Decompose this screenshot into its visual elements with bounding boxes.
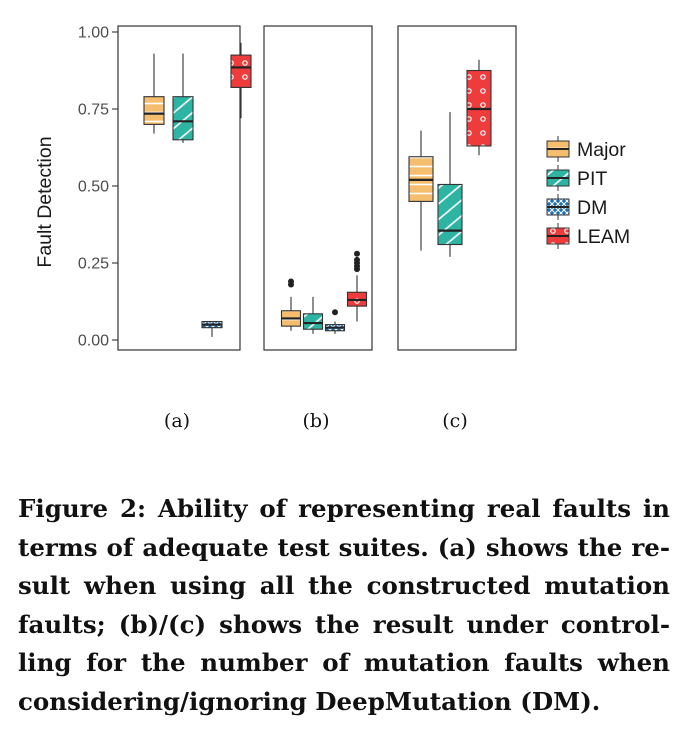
panels xyxy=(117,25,517,351)
box-outline xyxy=(230,54,252,88)
box-pattern xyxy=(173,96,193,140)
box-outline xyxy=(437,183,463,246)
legend-item-major: Major xyxy=(546,136,626,162)
y-tick-label: 0.50 xyxy=(78,179,109,196)
outlier-point xyxy=(354,256,360,263)
outlier-point xyxy=(332,309,338,316)
legend: Major PIT DM LEAM xyxy=(546,136,630,249)
panel-frame xyxy=(117,25,241,351)
y-tick-label: 1.00 xyxy=(78,25,109,42)
y-axis-label: Fault Detection xyxy=(34,136,56,267)
box-outline xyxy=(302,313,324,330)
box-pit xyxy=(172,53,194,143)
boxplot-figure: 0.00 0.25 0.50 0.75 1.00 Fault Detection Majo… xyxy=(34,25,630,433)
box-pit xyxy=(302,296,324,334)
box-major xyxy=(143,53,165,134)
y-tick-label: 0.25 xyxy=(78,256,109,273)
box-major xyxy=(280,278,302,331)
box-pattern xyxy=(144,96,164,125)
box-leam xyxy=(346,250,368,322)
box-outline xyxy=(143,96,165,125)
legend-item-pit: PIT xyxy=(546,165,607,191)
box-dm xyxy=(324,309,346,334)
panel--c- xyxy=(397,25,517,351)
panel-label: (b) xyxy=(303,410,330,432)
box-pattern xyxy=(303,313,323,330)
panel--a- xyxy=(117,25,252,351)
box-leam xyxy=(230,42,252,119)
panel-label: (c) xyxy=(442,410,467,432)
y-tick-label: 0.00 xyxy=(78,333,109,350)
box-major xyxy=(408,130,434,251)
legend-label: Major xyxy=(577,139,626,161)
legend-label: LEAM xyxy=(577,226,630,248)
figure-caption: Figure 2: Ability of representing real f… xyxy=(18,494,670,716)
box-outline xyxy=(172,96,194,141)
panel-label: (a) xyxy=(164,410,190,432)
outlier-point xyxy=(354,250,360,257)
legend-item-dm: DM xyxy=(546,194,607,220)
box-leam xyxy=(466,59,492,156)
y-tick-label: 0.75 xyxy=(78,102,109,119)
panel-labels: (a) (b) (c) xyxy=(164,410,468,432)
legend-label: DM xyxy=(577,197,607,219)
outlier-point xyxy=(288,278,294,285)
panel--b- xyxy=(263,25,373,351)
box-dm xyxy=(201,320,223,337)
box-pattern xyxy=(438,184,462,245)
legend-label: PIT xyxy=(577,168,607,190)
y-axis: 0.00 0.25 0.50 0.75 1.00 Fault Detection xyxy=(34,25,118,350)
legend-item-leam: LEAM xyxy=(546,223,630,249)
box-pattern xyxy=(231,55,251,88)
box-pit xyxy=(437,112,463,257)
